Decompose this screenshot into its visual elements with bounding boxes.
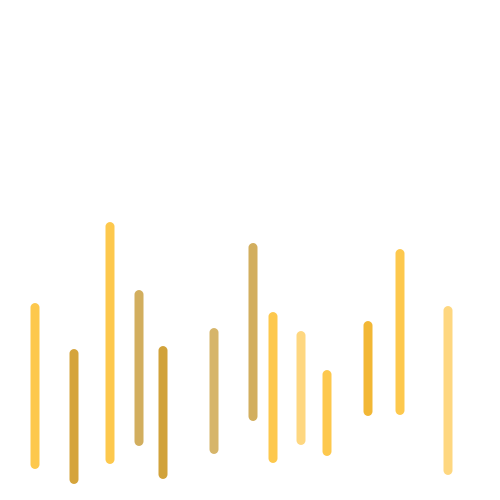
vertical-bar-11 (363, 321, 373, 416)
vertical-bar-7 (248, 243, 258, 421)
vertical-bar-1 (30, 303, 40, 469)
vertical-bar-2 (69, 349, 79, 484)
vertical-bar-8 (268, 312, 278, 463)
vertical-bar-3 (105, 222, 115, 464)
vertical-bar-5 (158, 346, 168, 479)
vertical-bar-9 (296, 331, 306, 445)
vertical-bar-13 (443, 306, 453, 475)
vertical-bar-12 (395, 249, 405, 415)
vertical-bar-4 (134, 290, 144, 446)
vertical-bar-6 (209, 328, 219, 454)
vertical-bar-10 (322, 370, 332, 456)
